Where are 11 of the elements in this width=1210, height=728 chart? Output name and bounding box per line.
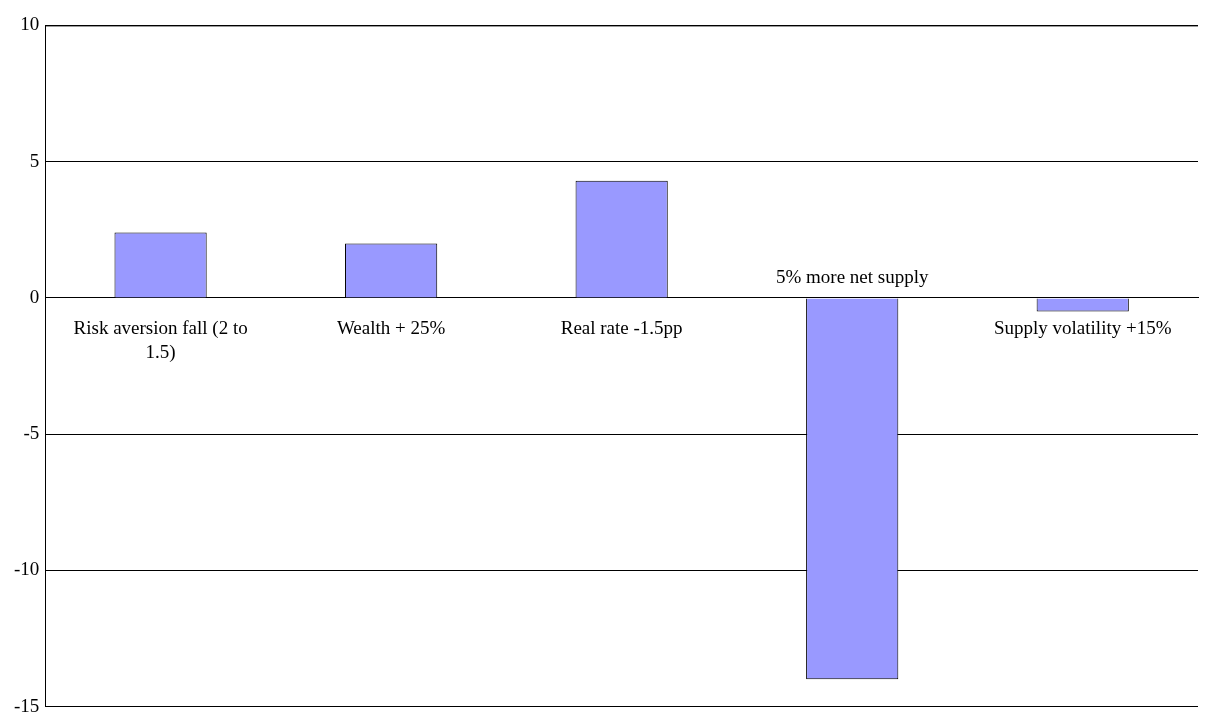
x-tick-label: 5% more net supply bbox=[775, 266, 929, 288]
y-tick-label: -10 bbox=[14, 558, 40, 580]
y-tick-label: -5 bbox=[23, 422, 40, 444]
x-tick-label: Supply volatility +15% bbox=[993, 317, 1172, 339]
y-tick-label: 5 bbox=[29, 149, 40, 171]
x-tick-label: Risk aversion fall (2 to 1.5) bbox=[73, 317, 248, 364]
y-tick-label: -15 bbox=[14, 694, 40, 716]
x-tick-label: Wealth + 25% bbox=[336, 317, 446, 339]
y-tick-label: 0 bbox=[29, 285, 40, 307]
y-tick-label: 10 bbox=[20, 13, 40, 35]
x-tick-label: Real rate -1.5pp bbox=[560, 317, 683, 339]
